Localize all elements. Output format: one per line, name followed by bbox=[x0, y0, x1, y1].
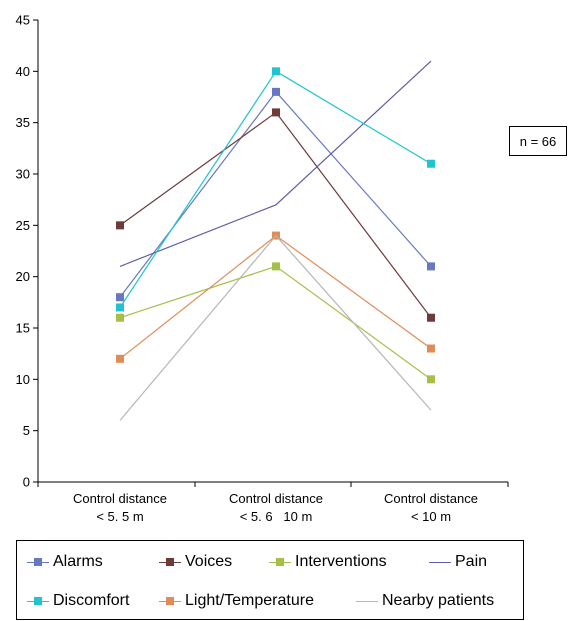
y-tick-label: 20 bbox=[16, 269, 30, 284]
data-point bbox=[272, 67, 280, 76]
legend-item-voices: Voices bbox=[159, 553, 232, 571]
y-tick-label: 40 bbox=[16, 64, 30, 79]
legend-swatch bbox=[27, 595, 49, 607]
data-point bbox=[272, 262, 280, 271]
x-axis-ticks: Control distance < 5. 5 m Control distance… bbox=[37, 482, 509, 524]
legend-swatch bbox=[27, 556, 49, 568]
series-line bbox=[119, 265, 432, 380]
legend-swatch bbox=[269, 556, 291, 568]
series-lines bbox=[116, 60, 435, 421]
legend-swatch bbox=[356, 595, 378, 607]
series-line bbox=[119, 234, 432, 360]
x-tick-label: Control distance bbox=[384, 491, 478, 506]
data-point bbox=[427, 375, 435, 384]
data-point bbox=[116, 354, 124, 363]
legend-label: Voices bbox=[185, 553, 233, 570]
legend-label: Discomfort bbox=[53, 592, 130, 609]
data-point bbox=[427, 262, 435, 271]
legend-label: Light/Temperature bbox=[185, 592, 314, 609]
data-point bbox=[116, 221, 124, 230]
x-tick-label: Control distance bbox=[229, 491, 323, 506]
y-tick-label: 25 bbox=[16, 218, 30, 233]
series-line bbox=[119, 111, 432, 319]
y-tick-label: 30 bbox=[16, 167, 30, 182]
legend-label: Nearby patients bbox=[382, 592, 495, 609]
legend-item-light-temperature: Light/Temperature bbox=[159, 592, 314, 610]
legend-swatch bbox=[429, 556, 451, 568]
legend-item-interventions: Interventions bbox=[269, 553, 387, 571]
legend-label: Alarms bbox=[53, 553, 103, 570]
legend-label: Interventions bbox=[295, 553, 387, 570]
series-line bbox=[119, 234, 432, 421]
y-tick-label: 10 bbox=[16, 372, 30, 387]
y-tick-label: 15 bbox=[16, 321, 30, 336]
data-point bbox=[116, 303, 124, 312]
data-point bbox=[427, 313, 435, 322]
y-tick-label: 35 bbox=[16, 115, 30, 130]
data-point bbox=[116, 293, 124, 302]
x-tick-label: < 5. 5 m bbox=[96, 509, 143, 524]
chart-axes bbox=[37, 20, 508, 483]
series-line bbox=[119, 70, 432, 308]
series-interventions bbox=[116, 262, 435, 384]
legend-item-nearby-patients: Nearby patients bbox=[356, 592, 494, 610]
x-tick-label: < 5. 6 10 m bbox=[240, 509, 313, 524]
x-tick-label: < 10 m bbox=[411, 509, 451, 524]
series-discomfort bbox=[116, 67, 435, 312]
y-tick-label: 45 bbox=[16, 13, 30, 28]
series-voices bbox=[116, 108, 435, 322]
series-line bbox=[119, 60, 432, 267]
data-point bbox=[427, 344, 435, 353]
series-pain bbox=[119, 60, 432, 267]
data-point bbox=[272, 87, 280, 96]
sample-size-annotation: n = 66 bbox=[509, 126, 567, 156]
legend-item-alarms: Alarms bbox=[27, 553, 103, 571]
data-point bbox=[272, 108, 280, 117]
y-tick-label: 0 bbox=[23, 475, 30, 490]
series-light-temperature bbox=[116, 231, 435, 363]
legend-swatch bbox=[159, 556, 181, 568]
legend-item-discomfort: Discomfort bbox=[27, 592, 129, 610]
y-tick-label: 5 bbox=[23, 423, 30, 438]
y-axis-ticks: 0 5 10 15 20 25 30 35 40 45 bbox=[16, 13, 38, 490]
data-point bbox=[427, 159, 435, 168]
legend-label: Pain bbox=[455, 553, 488, 570]
series-nearby-patients bbox=[119, 234, 432, 421]
x-tick-label: Control distance bbox=[73, 491, 167, 506]
chart-legend: Alarms Voices Interventions Pain Discomfort L… bbox=[16, 540, 524, 620]
legend-swatch bbox=[159, 595, 181, 607]
data-point bbox=[116, 313, 124, 322]
legend-item-pain: Pain bbox=[429, 553, 487, 571]
